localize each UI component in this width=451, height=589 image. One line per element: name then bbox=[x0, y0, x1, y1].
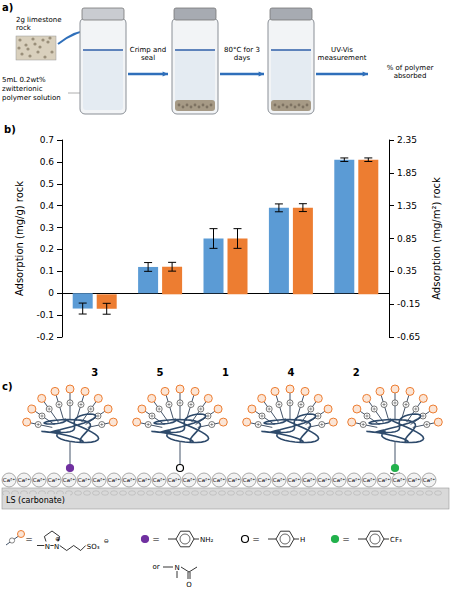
svg-text:⊖: ⊖ bbox=[104, 537, 109, 544]
svg-text:% of polymer: % of polymer bbox=[387, 64, 434, 72]
svg-text:Ca²⁺: Ca²⁺ bbox=[333, 477, 345, 483]
svg-text:2: 2 bbox=[353, 367, 360, 378]
svg-text:Ca²⁺: Ca²⁺ bbox=[273, 477, 285, 483]
svg-text:Ca²⁺: Ca²⁺ bbox=[213, 477, 225, 483]
svg-text:N: N bbox=[54, 543, 59, 551]
svg-text:Ca²⁺: Ca²⁺ bbox=[228, 477, 240, 483]
svg-text:Ca²⁺: Ca²⁺ bbox=[3, 477, 15, 483]
svg-text:polymer solution: polymer solution bbox=[2, 94, 61, 102]
svg-text:0: 0 bbox=[48, 288, 54, 298]
svg-text:Ca²⁺: Ca²⁺ bbox=[198, 477, 210, 483]
svg-text:Adsorption (mg/g) rock: Adsorption (mg/g) rock bbox=[14, 181, 25, 296]
svg-text:=: = bbox=[342, 534, 350, 544]
svg-text:Ca²⁺: Ca²⁺ bbox=[18, 477, 30, 483]
svg-text:0.7: 0.7 bbox=[40, 135, 54, 145]
svg-text:UV-Vis: UV-Vis bbox=[331, 46, 353, 54]
svg-text:absorbed: absorbed bbox=[394, 72, 427, 80]
svg-text:Ca²⁺: Ca²⁺ bbox=[33, 477, 45, 483]
svg-text:5: 5 bbox=[157, 367, 164, 378]
svg-text:seal: seal bbox=[141, 54, 155, 62]
svg-text:Ca²⁺: Ca²⁺ bbox=[303, 477, 315, 483]
svg-text:Ca²⁺: Ca²⁺ bbox=[168, 477, 180, 483]
svg-text:Ca²⁺: Ca²⁺ bbox=[318, 477, 330, 483]
svg-text:Adsorption (mg/m²) rock: Adsorption (mg/m²) rock bbox=[431, 177, 442, 300]
svg-text:Ca²⁺: Ca²⁺ bbox=[258, 477, 270, 483]
svg-text:-0.15: -0.15 bbox=[397, 299, 420, 309]
svg-text:0.1: 0.1 bbox=[40, 266, 54, 276]
svg-text:LS (carbonate): LS (carbonate) bbox=[6, 496, 65, 505]
svg-text:Ca²⁺: Ca²⁺ bbox=[243, 477, 255, 483]
svg-text:Ca²⁺: Ca²⁺ bbox=[408, 477, 420, 483]
svg-text:Ca²⁺: Ca²⁺ bbox=[183, 477, 195, 483]
svg-text:O: O bbox=[186, 581, 192, 589]
svg-text:H: H bbox=[300, 536, 305, 544]
svg-text:Ca²⁺: Ca²⁺ bbox=[393, 477, 405, 483]
svg-text:3: 3 bbox=[91, 367, 98, 378]
svg-text:1.35: 1.35 bbox=[397, 201, 417, 211]
svg-text:Ca²⁺: Ca²⁺ bbox=[363, 477, 375, 483]
svg-text:1: 1 bbox=[222, 367, 229, 378]
svg-text:zwitterionic: zwitterionic bbox=[2, 85, 43, 93]
svg-text:Ca²⁺: Ca²⁺ bbox=[63, 477, 75, 483]
svg-text:-0.1: -0.1 bbox=[36, 310, 54, 320]
svg-text:rock: rock bbox=[16, 24, 32, 32]
svg-text:CF₃: CF₃ bbox=[390, 536, 402, 544]
svg-text:measurement: measurement bbox=[318, 54, 367, 62]
svg-text:Ca²⁺: Ca²⁺ bbox=[423, 477, 435, 483]
svg-text:SO₃: SO₃ bbox=[87, 543, 100, 551]
svg-text:Ca²⁺: Ca²⁺ bbox=[153, 477, 165, 483]
svg-text:=: = bbox=[252, 534, 260, 544]
svg-text:80°C for 3: 80°C for 3 bbox=[224, 46, 260, 54]
svg-text:Ca²⁺: Ca²⁺ bbox=[348, 477, 360, 483]
svg-text:Ca²⁺: Ca²⁺ bbox=[123, 477, 135, 483]
svg-text:-0.2: -0.2 bbox=[36, 332, 54, 342]
svg-text:2g limestone: 2g limestone bbox=[16, 16, 62, 24]
svg-text:=: = bbox=[152, 534, 160, 544]
svg-text:c): c) bbox=[2, 381, 13, 392]
svg-text:Crimp and: Crimp and bbox=[130, 46, 166, 54]
svg-text:NH₂: NH₂ bbox=[200, 536, 214, 544]
svg-text:Ca²⁺: Ca²⁺ bbox=[288, 477, 300, 483]
svg-text:Ca²⁺: Ca²⁺ bbox=[48, 477, 60, 483]
svg-text:Ca²⁺: Ca²⁺ bbox=[93, 477, 105, 483]
svg-text:0.85: 0.85 bbox=[397, 234, 417, 244]
svg-text:⊕: ⊕ bbox=[55, 535, 60, 542]
svg-text:0.6: 0.6 bbox=[40, 157, 55, 167]
html-text:b): b) bbox=[4, 124, 16, 135]
svg-text:0.2: 0.2 bbox=[40, 244, 54, 254]
svg-text:-0.65: -0.65 bbox=[397, 332, 420, 342]
svg-text:0.5: 0.5 bbox=[40, 179, 54, 189]
svg-text:=: = bbox=[25, 534, 33, 544]
svg-text:a): a) bbox=[2, 2, 13, 13]
svg-text:N: N bbox=[174, 564, 179, 572]
svg-text:Ca²⁺: Ca²⁺ bbox=[78, 477, 90, 483]
svg-text:1.85: 1.85 bbox=[397, 168, 417, 178]
svg-text:5mL 0.2wt%: 5mL 0.2wt% bbox=[2, 76, 46, 84]
svg-text:days: days bbox=[234, 54, 251, 62]
svg-text:N: N bbox=[45, 543, 50, 551]
svg-text:Ca²⁺: Ca²⁺ bbox=[108, 477, 120, 483]
svg-text:0.4: 0.4 bbox=[40, 201, 55, 211]
svg-text:0.3: 0.3 bbox=[40, 223, 54, 233]
svg-text:Ca²⁺: Ca²⁺ bbox=[378, 477, 390, 483]
svg-text:2.35: 2.35 bbox=[397, 135, 417, 145]
svg-text:Ca²⁺: Ca²⁺ bbox=[138, 477, 150, 483]
svg-text:0.35: 0.35 bbox=[397, 266, 417, 276]
svg-text:4: 4 bbox=[287, 367, 294, 378]
svg-text:or: or bbox=[152, 563, 159, 571]
